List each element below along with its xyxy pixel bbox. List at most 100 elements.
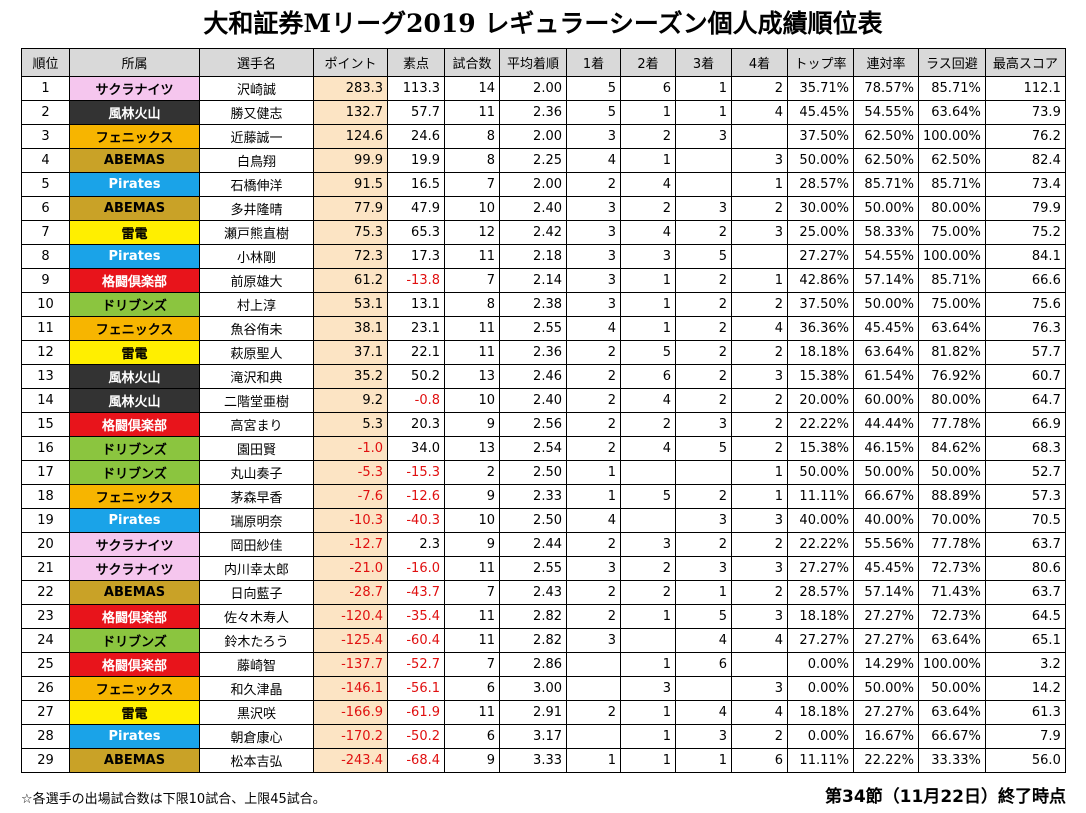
third-count-cell: 2 xyxy=(675,268,732,293)
games-cell: 11 xyxy=(444,604,500,629)
fourth-count-cell: 2 xyxy=(731,532,788,557)
point-cell: -28.7 xyxy=(313,580,388,605)
raw-score-cell: 23.1 xyxy=(387,316,445,341)
las-avoid-cell: 63.64% xyxy=(918,700,986,725)
high-score-cell: 57.3 xyxy=(984,484,1066,509)
rentai-rate-cell: 60.00% xyxy=(853,388,919,413)
games-cell: 9 xyxy=(444,484,500,509)
standings-table: 順位 所属 選手名 ポイント 素点 試合数 平均着順 1着 2着 3着 4着 ト… xyxy=(21,48,1066,773)
third-count-cell: 2 xyxy=(675,484,732,509)
raw-score-cell: -52.7 xyxy=(387,652,445,677)
point-cell: -146.1 xyxy=(313,676,388,701)
raw-score-cell: 2.3 xyxy=(387,532,445,557)
player-name-cell: 佐々木寿人 xyxy=(199,604,314,629)
top-rate-cell: 50.00% xyxy=(787,148,854,173)
rentai-rate-cell: 78.57% xyxy=(853,76,919,101)
third-count-cell: 5 xyxy=(675,244,732,269)
high-score-cell: 65.1 xyxy=(984,628,1066,653)
raw-score-cell: -43.7 xyxy=(387,580,445,605)
first-count-cell: 4 xyxy=(566,148,621,173)
las-avoid-cell: 72.73% xyxy=(918,556,986,581)
rank-cell: 27 xyxy=(21,700,70,725)
third-count-cell xyxy=(675,676,732,701)
games-cell: 8 xyxy=(444,124,500,149)
table-row: 7 雷電 瀬戸熊直樹 75.3 65.3 12 2.42 3 4 2 3 25.00% 58.33% 75… xyxy=(21,220,1066,245)
top-rate-cell: 27.27% xyxy=(787,556,854,581)
games-cell: 12 xyxy=(444,220,500,245)
rank-cell: 29 xyxy=(21,748,70,773)
third-count-cell: 2 xyxy=(675,364,732,389)
table-row: 27 雷電 黒沢咲 -166.9 -61.9 11 2.91 2 1 4 4 18.18% 27.27%… xyxy=(21,700,1066,725)
first-count-cell xyxy=(566,676,621,701)
first-count-cell: 2 xyxy=(566,436,621,461)
player-name-cell: 前原雄大 xyxy=(199,268,314,293)
high-score-cell: 112.1 xyxy=(984,76,1066,101)
fourth-count-cell: 2 xyxy=(731,340,788,365)
rentai-rate-cell: 50.00% xyxy=(853,196,919,221)
rank-cell: 4 xyxy=(21,148,70,173)
avg-rank-cell: 2.43 xyxy=(499,580,567,605)
first-count-cell: 3 xyxy=(566,220,621,245)
top-rate-cell: 25.00% xyxy=(787,220,854,245)
avg-rank-cell: 3.00 xyxy=(499,676,567,701)
point-cell: 99.9 xyxy=(313,148,388,173)
point-cell: -170.2 xyxy=(313,724,388,749)
top-rate-cell: 42.86% xyxy=(787,268,854,293)
team-cell: フェニックス xyxy=(69,316,200,341)
team-cell: 風林火山 xyxy=(69,388,200,413)
second-count-cell: 1 xyxy=(620,268,676,293)
las-avoid-cell: 66.67% xyxy=(918,724,986,749)
top-rate-cell: 22.22% xyxy=(787,532,854,557)
point-cell: 124.6 xyxy=(313,124,388,149)
player-name-cell: 藤崎智 xyxy=(199,652,314,677)
avg-rank-cell: 2.50 xyxy=(499,508,567,533)
rentai-rate-cell: 62.50% xyxy=(853,148,919,173)
games-cell: 7 xyxy=(444,172,500,197)
avg-rank-cell: 2.25 xyxy=(499,148,567,173)
fourth-count-cell: 1 xyxy=(731,268,788,293)
table-row: 22 ABEMAS 日向藍子 -28.7 -43.7 7 2.43 2 2 1 2 28.57% 57.… xyxy=(21,580,1066,605)
rank-cell: 3 xyxy=(21,124,70,149)
rentai-rate-cell: 55.56% xyxy=(853,532,919,557)
rentai-rate-cell: 44.44% xyxy=(853,412,919,437)
second-count-cell: 1 xyxy=(620,724,676,749)
table-row: 28 Pirates 朝倉康心 -170.2 -50.2 6 3.17 1 3 2 0.00% 16.… xyxy=(21,724,1066,749)
player-name-cell: 茅森早香 xyxy=(199,484,314,509)
player-name-cell: 滝沢和典 xyxy=(199,364,314,389)
team-cell: 雷電 xyxy=(69,340,200,365)
las-avoid-cell: 76.92% xyxy=(918,364,986,389)
table-row: 18 フェニックス 茅森早香 -7.6 -12.6 9 2.33 1 5 2 1 11.11% 66.6… xyxy=(21,484,1066,509)
second-count-cell: 1 xyxy=(620,604,676,629)
rank-cell: 19 xyxy=(21,508,70,533)
rank-cell: 16 xyxy=(21,436,70,461)
top-rate-cell: 0.00% xyxy=(787,676,854,701)
games-cell: 9 xyxy=(444,532,500,557)
high-score-cell: 66.9 xyxy=(984,412,1066,437)
header-player: 選手名 xyxy=(199,48,314,77)
table-row: 11 フェニックス 魚谷侑未 38.1 23.1 11 2.55 4 1 2 4 36.36% 45.4… xyxy=(21,316,1066,341)
games-cell: 6 xyxy=(444,676,500,701)
second-count-cell: 1 xyxy=(620,316,676,341)
player-name-cell: 丸山奏子 xyxy=(199,460,314,485)
avg-rank-cell: 2.42 xyxy=(499,220,567,245)
raw-score-cell: -35.4 xyxy=(387,604,445,629)
second-count-cell xyxy=(620,460,676,485)
rentai-rate-cell: 40.00% xyxy=(853,508,919,533)
third-count-cell: 1 xyxy=(675,100,732,125)
raw-score-cell: -50.2 xyxy=(387,724,445,749)
player-name-cell: 岡田紗佳 xyxy=(199,532,314,557)
rentai-rate-cell: 45.45% xyxy=(853,556,919,581)
avg-rank-cell: 2.86 xyxy=(499,652,567,677)
first-count-cell xyxy=(566,652,621,677)
top-rate-cell: 20.00% xyxy=(787,388,854,413)
point-cell: -12.7 xyxy=(313,532,388,557)
second-count-cell: 3 xyxy=(620,676,676,701)
top-rate-cell: 27.27% xyxy=(787,244,854,269)
third-count-cell: 6 xyxy=(675,652,732,677)
second-count-cell: 4 xyxy=(620,388,676,413)
second-count-cell: 6 xyxy=(620,76,676,101)
first-count-cell: 2 xyxy=(566,532,621,557)
header-raw-score: 素点 xyxy=(387,48,445,77)
las-avoid-cell: 50.00% xyxy=(918,460,986,485)
player-name-cell: 勝又健志 xyxy=(199,100,314,125)
